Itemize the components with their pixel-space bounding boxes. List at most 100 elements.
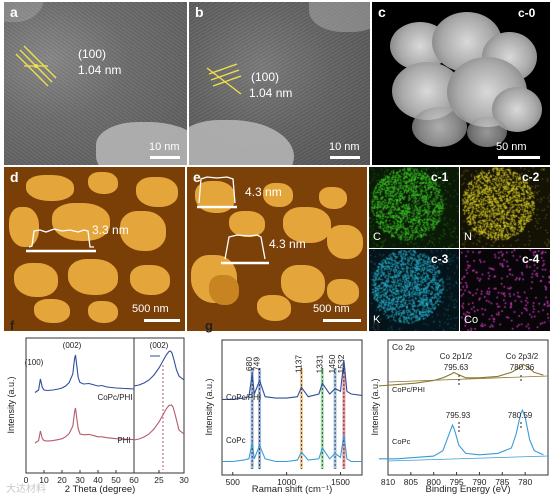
panel-label: b [195, 4, 204, 20]
chart-g-xaxis-tick-label: 1500 [331, 477, 350, 487]
chart-h-xaxis-tick-label: 785 [495, 477, 509, 487]
chart-f-annotation: (100) [25, 358, 44, 367]
chart-g-peak-label: 749 [252, 357, 262, 371]
scale-bar-label: 50 nm [496, 141, 527, 153]
lattice-spacing-label: 1.04 nm [78, 63, 122, 77]
chart-f-inset-xaxis-tick-label: 30 [179, 475, 189, 485]
panel-sub-label: c-1 [431, 170, 449, 184]
chart-g-xaxis-tick-label: 500 [226, 477, 240, 487]
chart-h-legend-copc: CoPc [392, 437, 411, 446]
eds-map-canvas [369, 249, 459, 331]
lattice-plane-label: (100) [251, 70, 280, 84]
chart-h-series-copc [378, 408, 544, 460]
element-label: Co [464, 314, 479, 326]
chart-h-series-copc-phi [378, 363, 544, 387]
chart-g-peak-label: 1331 [314, 354, 324, 373]
chart-h-xaxis-tick-label: 805 [404, 477, 418, 487]
chart-h-xaxis-tick-label: 780 [518, 477, 532, 487]
panel-label: e [193, 169, 201, 185]
panel-label: a [10, 4, 18, 20]
chart-f-annotation: (002) [63, 341, 82, 350]
chart-h-xaxis-tick-label: 800 [427, 477, 441, 487]
chart-h-ylabel: Intensity (a.u.) [370, 378, 380, 435]
chart-g-series-copc-phi [222, 360, 363, 400]
chart-g-peak-label: 1137 [293, 355, 303, 374]
chart-f-series-copc-phi [34, 354, 135, 393]
panel-c1-eds-map: c-1 C [369, 167, 459, 248]
chart-f-inset-annotation: (002) [150, 341, 169, 350]
chart-g-peak-label: 1450 [327, 354, 337, 373]
lattice-fringe-marker-b [206, 63, 242, 95]
scale-bar-label: 10 nm [329, 141, 360, 153]
chart-f-xaxis-tick-label: 30 [75, 475, 85, 485]
chart-f-inset-xaxis-tick-label: 25 [154, 475, 164, 485]
chart-f-frame [25, 337, 135, 474]
height-label-1: 4.3 nm [245, 185, 282, 199]
chart-h-xaxis-tick-label: 790 [472, 477, 486, 487]
chart-h-xaxis-tick-label: 795 [449, 477, 463, 487]
panel-c4-eds-map: c-4 Co [460, 249, 550, 331]
element-label: K [373, 314, 381, 326]
scale-bar [323, 319, 361, 322]
chart-g-legend-copc-phi: CoPc/PHI [226, 393, 261, 402]
chart-f-series-phi [34, 407, 135, 444]
scale-bar [330, 156, 360, 159]
chart-h-title: Co 2p [392, 342, 415, 352]
scale-bar [498, 156, 540, 159]
chart-g-ylabel: Intensity (a.u.) [204, 378, 214, 435]
chart-h-annotation-value: 795.93 [446, 411, 471, 420]
panel-b-tem-image: b (100) 1.04 nm 10 nm [189, 2, 370, 165]
chart-f-legend-copc-phi: CoPc/PHI [97, 393, 132, 402]
watermark: 大达材料 [6, 484, 46, 495]
chart-f-xaxis-tick-label: 60 [129, 475, 139, 485]
scale-bar [144, 319, 180, 322]
chart-f-xaxis-tick-label: 50 [111, 475, 121, 485]
panel-c2-eds-map: c-2 N [460, 167, 550, 248]
height-label-2: 4.3 nm [269, 237, 306, 251]
panel-label-c: c [378, 4, 386, 20]
chart-h-annotation-value: 795.63 [444, 363, 469, 372]
panel-c0-stem-image: c c-0 50 nm [372, 2, 550, 165]
chart-h-annotation-peak-label: Co 2p3/2 [506, 352, 539, 361]
height-profile-d [26, 228, 96, 253]
chart-g-frame [221, 339, 363, 476]
chart-g-peak-label: 1532 [336, 354, 346, 373]
element-label: C [373, 231, 381, 243]
lattice-fringe-marker-a [15, 45, 57, 87]
chart-h-xlabel: Binding Energy (eV) [425, 484, 510, 495]
chart-h-baseline-copc [387, 455, 549, 462]
lattice-plane-label: (100) [78, 47, 107, 61]
chart-f-legend-phi: PHI [117, 436, 130, 445]
chart-f-inset-series-copc-phi [133, 350, 185, 387]
element-label: N [464, 231, 472, 243]
height-profile-e [197, 176, 269, 265]
eds-map-canvas [460, 249, 550, 331]
scale-bar-label: 500 nm [313, 303, 350, 315]
chart-h-baseline-copc-phi [387, 375, 549, 383]
eds-map-canvas [460, 167, 550, 248]
chart-g-series-copc [222, 434, 362, 463]
scale-bar-label: 10 nm [149, 141, 180, 153]
scale-bar-label: 500 nm [132, 303, 169, 315]
chart-f-xaxis-tick-label: 20 [57, 475, 67, 485]
chart-h-annotation-value: 780.59 [508, 411, 533, 420]
chart-f-inset-series-phi [133, 404, 185, 441]
chart-g-legend-copc: CoPc [226, 436, 246, 445]
chart-f-inset-frame [133, 337, 185, 474]
scale-bar [150, 156, 180, 159]
height-label: 3.3 nm [92, 223, 129, 237]
panel-sub-label: c-2 [522, 170, 540, 184]
panel-sub-label: c-0 [518, 6, 536, 20]
lattice-spacing-label: 1.04 nm [249, 86, 293, 100]
chart-h-annotation-value: 780.36 [510, 363, 535, 372]
eds-map-canvas [369, 167, 459, 248]
chart-f-ylabel: Intensity (a.u.) [6, 376, 16, 433]
panel-sub-label: c-3 [431, 252, 449, 266]
chart-f-xaxis-tick-label: 40 [93, 475, 103, 485]
chart-h-xaxis-tick-label: 810 [381, 477, 395, 487]
chart-g-xlabel: Raman shift (cm⁻¹) [252, 484, 333, 495]
chart-f-xlabel: 2 Theta (degree) [65, 484, 136, 495]
chart-g-xaxis-tick-label: 1000 [277, 477, 296, 487]
panel-d-afm-image: d 3.3 nm 500 nm [4, 167, 185, 331]
panel-e-afm-image: e 4.3 nm 4.3 nm 500 nm [187, 167, 367, 331]
